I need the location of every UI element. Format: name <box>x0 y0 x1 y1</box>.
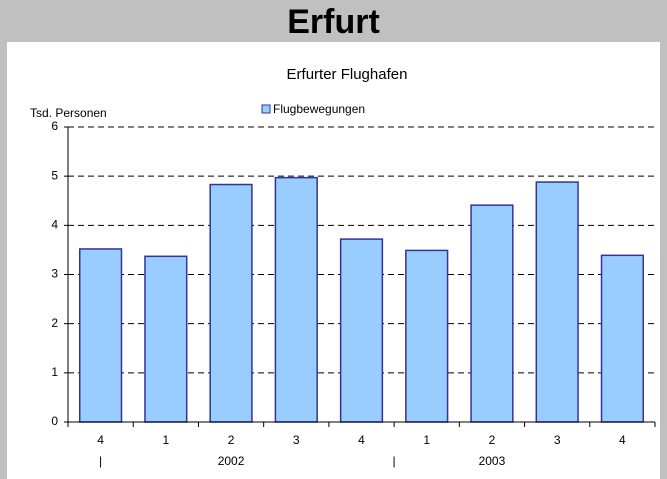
group-label: 2002 <box>218 454 245 468</box>
bar <box>600 254 645 423</box>
chart-title: Erfurter Flughafen <box>287 66 408 83</box>
x-tick-label: 1 <box>162 433 169 447</box>
bar <box>144 255 188 423</box>
bar <box>339 238 384 423</box>
bar <box>405 249 449 423</box>
x-tick-label: 4 <box>619 433 626 447</box>
y-tick-label: 2 <box>51 316 58 330</box>
bar <box>535 181 579 423</box>
x-tick-label: 2 <box>228 433 235 447</box>
y-tick-label: 1 <box>51 365 58 379</box>
bar <box>78 248 123 423</box>
bar <box>470 204 514 423</box>
y-tick-label: 4 <box>51 218 58 232</box>
x-tick-label: 3 <box>293 433 300 447</box>
bar <box>209 183 253 423</box>
x-tick-label: 3 <box>554 433 561 447</box>
x-tick-label: 1 <box>423 433 430 447</box>
group-label: | <box>393 454 396 468</box>
group-label: | <box>99 454 102 468</box>
y-tick-label: 0 <box>51 414 58 428</box>
x-tick-label: 4 <box>358 433 365 447</box>
x-tick-label: 2 <box>489 433 496 447</box>
y-tick-label: 6 <box>51 119 58 133</box>
y-tick-label: 5 <box>51 168 58 182</box>
bar <box>274 176 318 423</box>
legend-swatch <box>261 104 271 114</box>
y-axis-label: Tsd. Personen <box>30 106 107 120</box>
legend-label: Flugbewegungen <box>273 102 365 116</box>
y-tick-label: 3 <box>51 267 58 281</box>
x-tick-label: 4 <box>97 433 104 447</box>
header-title: Erfurt <box>287 3 380 41</box>
group-label: 2003 <box>479 454 506 468</box>
